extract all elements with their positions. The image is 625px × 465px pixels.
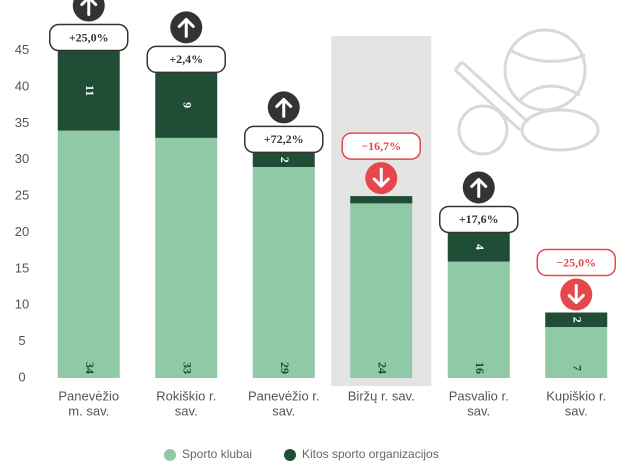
x-tick-label: sav. [272, 403, 295, 418]
value-label: 16 [473, 362, 487, 374]
bar-segment [545, 327, 608, 378]
legend-label: Sporto klubai [182, 447, 252, 461]
change-label: −25,0% [556, 255, 596, 269]
arrow-glyph [567, 284, 585, 305]
bar-segment [57, 130, 120, 378]
x-tick-label: Pasvalio r. [449, 388, 509, 403]
y-tick-label: 20 [15, 224, 29, 239]
value-label: 2 [571, 317, 585, 323]
change-label: +2,4% [169, 52, 203, 66]
change-label: +25,0% [69, 30, 109, 44]
x-tick-label: Kupiškio r. [546, 388, 606, 403]
y-tick-label: 15 [15, 260, 29, 275]
change-box [439, 205, 519, 234]
value-label: 34 [83, 362, 97, 374]
bar-segment [545, 312, 608, 328]
arrow-glyph [470, 177, 488, 198]
value-label: 9 [181, 102, 195, 108]
x-tick-label: Panevėžio [58, 388, 119, 403]
y-tick-label: 0 [18, 369, 25, 384]
bar-segment [155, 137, 218, 378]
y-tick-label: 35 [15, 115, 29, 130]
y-tick-label: 10 [15, 297, 29, 312]
x-tick-label: Biržų r. sav. [348, 388, 415, 403]
bar-segment [350, 196, 413, 204]
bar-segment [447, 261, 510, 378]
legend-swatch [164, 449, 176, 461]
x-tick-label: m. sav. [68, 403, 109, 418]
value-label: 24 [376, 362, 390, 374]
x-tick-label: Rokiškio r. [156, 388, 216, 403]
change-box [244, 125, 324, 154]
change-box [536, 248, 616, 277]
value-label: 2 [278, 157, 292, 163]
x-tick-label: sav. [565, 403, 588, 418]
value-label: 7 [571, 365, 585, 371]
change-label: +17,6% [459, 212, 499, 226]
y-tick-label: 30 [15, 151, 29, 166]
arrow-glyph [275, 97, 293, 118]
value-label: 29 [278, 362, 292, 374]
bar-segment [252, 152, 315, 167]
bar-segment [155, 72, 218, 138]
legend-label: Kitos sporto organizacijos [302, 447, 439, 461]
y-tick-label: 25 [15, 188, 29, 203]
value-label: 33 [181, 362, 195, 374]
arrow-glyph [372, 167, 390, 188]
change-box [49, 23, 129, 52]
y-tick-label: 40 [15, 78, 29, 93]
bar-segment [252, 166, 315, 378]
legend-swatch [284, 449, 296, 461]
change-box [341, 132, 421, 160]
y-tick-label: 5 [18, 333, 25, 348]
x-tick-label: sav. [467, 403, 490, 418]
change-label: −16,7% [361, 139, 401, 153]
bar-segment [350, 203, 413, 378]
arrow-glyph [80, 0, 98, 17]
bar-segment [447, 232, 510, 262]
value-label: 4 [473, 244, 487, 250]
x-tick-label: Panevėžio r. [248, 388, 320, 403]
value-label: 11 [83, 85, 97, 96]
change-box [146, 45, 226, 74]
y-tick-label: 45 [15, 42, 29, 57]
x-tick-label: sav. [175, 403, 198, 418]
sports-icon [453, 28, 600, 156]
arrow-glyph [177, 17, 195, 38]
change-label: +72,2% [264, 132, 304, 146]
bar-segment [57, 50, 120, 131]
